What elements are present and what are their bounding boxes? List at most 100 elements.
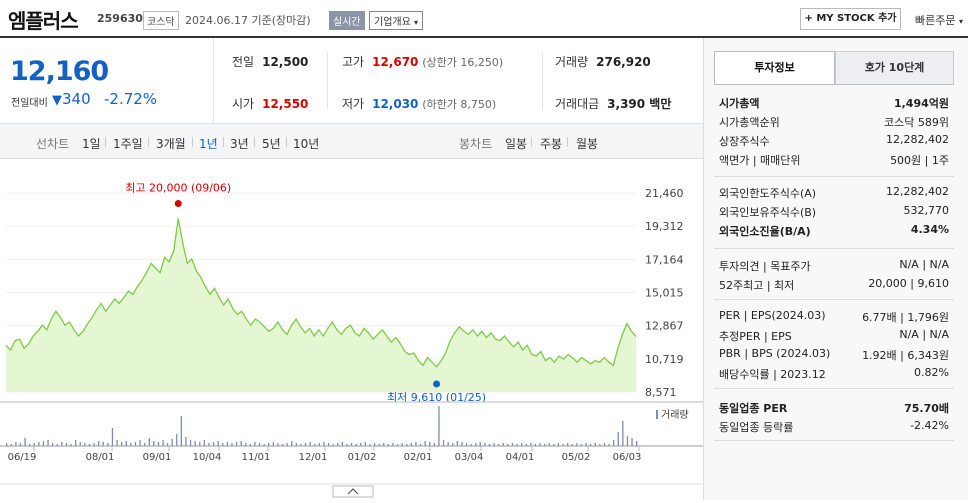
chevron-up-icon [347,488,359,495]
tab-orderbook[interactable]: 호가 10단계 [835,51,954,85]
volume-bar [144,443,146,446]
volume-bar [387,444,389,446]
y-tick-label: 17,164 [645,253,684,266]
volume-bar [153,441,155,446]
info-value: 0.82% [914,366,949,379]
period-1y[interactable]: 1년 [199,137,218,151]
volume-bar [125,441,127,446]
volume-bar [61,442,63,446]
x-tick-label: 06/19 [8,452,37,463]
x-tick-label: 06/03 [613,452,642,463]
volume-bar [56,444,58,446]
volume-bar [603,443,606,446]
tab-invest-info[interactable]: 투자정보 [714,51,835,85]
volume-bar [226,442,228,446]
volume-bar [42,441,45,446]
volume-bar [231,443,233,446]
volume-bar [208,443,210,446]
prev-close: 전일 12,500 [232,55,309,69]
period-1d[interactable]: 1일 [82,137,101,151]
volume-bar [295,443,297,446]
change-value: ▼340 [52,90,91,108]
divider [105,137,106,147]
period-10y[interactable]: 10년 [293,137,320,151]
info-label: 외국인한도주식수(A) [719,187,817,200]
quick-order-button[interactable]: 빠른주문 ▾ [915,14,963,27]
volume-bar [6,443,8,446]
volume-legend-swatch [656,410,658,419]
volume-bar [134,442,137,446]
volume-bar [166,443,169,446]
volume-bar [488,444,491,446]
info-value: 532,770 [903,204,950,217]
info-value: 4.34% [910,223,949,236]
add-my-stock-button[interactable]: + MY STOCK 추가 [800,8,901,30]
realtime-button[interactable]: 실시간 [329,11,365,30]
period-5y[interactable]: 5년 [262,137,281,151]
period-3y[interactable]: 3년 [230,137,249,151]
section-divider [714,388,954,389]
volume-bar [291,441,293,446]
info-label: 동일업종 PER [719,402,788,415]
volume-bar [378,444,380,446]
info-row: 투자의견 | 목표주가 N/A | N/A [719,258,949,274]
volume-bar [456,441,458,446]
volume-legend-label: 거래량 [661,409,689,421]
volume-bar [52,443,54,446]
divider [567,137,568,147]
day-low: 저가 12,030 (하한가 8,750) [342,97,497,111]
info-row: PBR | BPS (2024.03) 1.92배 | 6,343원 [719,347,949,363]
volume-bar [461,442,463,446]
volume-bar [415,442,417,446]
y-tick-label: 15,015 [645,287,684,300]
candle-monthly[interactable]: 월봉 [576,137,599,151]
max-label: 최고 20,000 (09/06) [125,182,231,195]
volume-bar [268,443,270,446]
volume-bar [88,444,91,446]
volume: 거래량 276,920 [555,55,651,69]
info-row: 외국인소진율(B/A) 4.34% [719,223,949,239]
min-label: 최저 9,610 (01/25) [387,391,486,404]
volume-bar [539,443,541,446]
volume-bar [502,443,504,446]
volume-bar [636,441,638,446]
volume-bar [304,443,307,446]
volume-bar [318,443,320,446]
divider [254,137,255,147]
info-label: 투자의견 | 목표주가 [719,260,811,273]
candle-weekly[interactable]: 주봉 [540,137,563,151]
volume-bar [199,442,201,446]
info-label: 시가총액순위 [719,116,780,129]
volume-bar [176,434,178,446]
candle-daily[interactable]: 일봉 [505,137,528,151]
volume-bar [369,444,371,446]
info-label: 배당수익률 | 2023.12 [719,368,826,381]
volume-bar [530,443,532,446]
volume-bar [544,444,546,446]
volume-bar [185,437,187,446]
period-3m[interactable]: 3개월 [156,137,186,151]
volume-bar [240,441,242,446]
company-overview-dropdown[interactable]: 기업개요 ▾ [369,11,424,30]
info-value: 1,494억원 [893,97,949,110]
chart-period-bar: 선차트 1일 1주일 3개월 1년 3년 5년 10년 봉차트 일봉 주봉 월봉 [0,123,703,159]
info-value: 6.77배 | 1,796원 [862,311,949,324]
current-price: 12,160 [10,56,109,87]
divider [327,52,328,110]
info-row: 추정PER | EPS N/A | N/A [719,328,949,344]
volume-bar [470,444,472,446]
volume-bar [139,440,141,446]
volume-bar [585,443,587,446]
price-line [5,218,637,368]
info-value: -2.42% [910,419,949,432]
invest-info-panel: 투자정보 호가 10단계 시가총액 1,494억원 시가총액순위 코스닥 589위 상장… [703,38,968,500]
volume-bar [465,443,468,446]
volume-bar [534,444,537,446]
volume-bar [98,441,100,446]
y-tick-label: 21,460 [645,187,684,200]
period-1w[interactable]: 1주일 [113,137,143,151]
volume-bar [102,442,104,446]
info-row: 액면가 | 매매단위 500원 | 1주 [719,152,949,168]
volume-bar [447,442,449,446]
volume-bar [65,443,68,446]
